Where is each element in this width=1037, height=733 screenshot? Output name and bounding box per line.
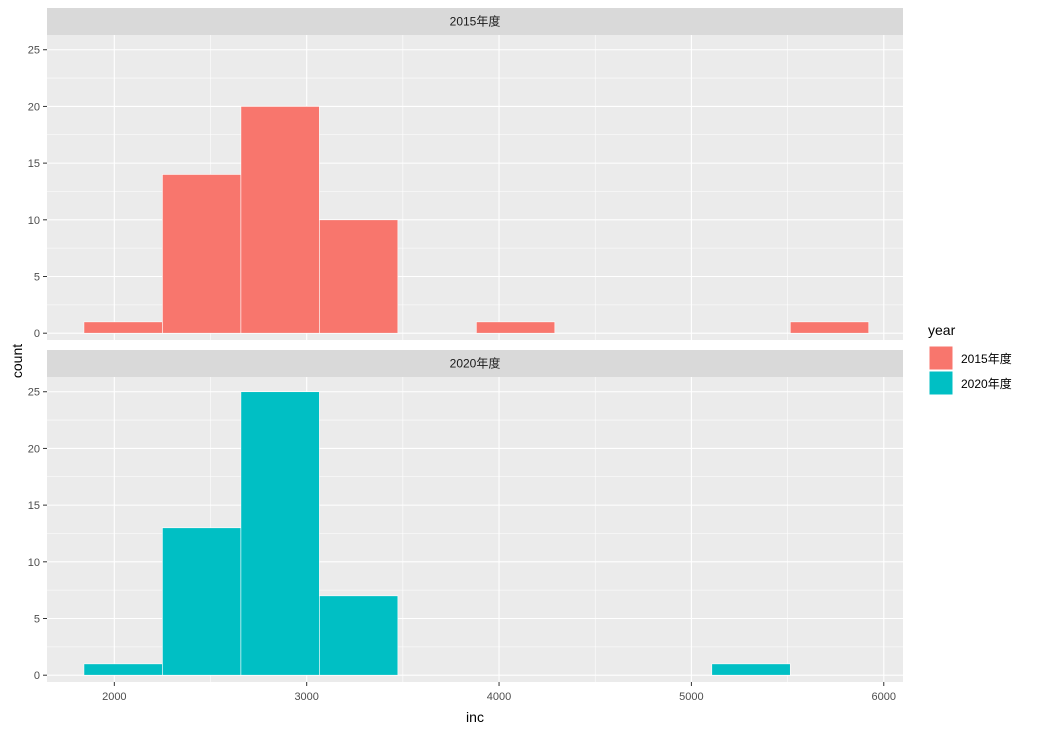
histogram-bar (83, 321, 163, 334)
x-tick-label: 3000 (294, 691, 318, 703)
histogram-bar (319, 595, 399, 676)
x-tick-label: 2000 (102, 691, 126, 703)
facet-strip-label: 2015年度 (450, 14, 501, 29)
facet-panel-2: 2020年度 0 5 10 15 20 25 (28, 350, 903, 682)
facet-panel-1: 2015年度 0 5 10 15 20 25 (28, 8, 903, 340)
histogram-bar (789, 321, 870, 334)
x-axis: 2000 3000 4000 5000 6000 (102, 682, 896, 703)
y-tick-label: 25 (28, 45, 40, 57)
y-tick-label: 10 (28, 215, 40, 227)
facet-strip (47, 350, 903, 377)
y-tick-label: 20 (28, 443, 40, 455)
legend-key-2015 (928, 345, 954, 371)
y-tick-label: 5 (34, 614, 40, 626)
legend: year 2015年度 2020年度 (928, 322, 1012, 396)
histogram-bar (162, 527, 242, 676)
x-tick-label: 5000 (679, 691, 703, 703)
y-tick-label: 10 (28, 557, 40, 569)
legend-key-2020 (928, 370, 954, 396)
histogram-bar (162, 174, 242, 334)
histogram-bar (240, 106, 320, 334)
y-tick-label: 0 (34, 670, 40, 682)
histogram-bar (319, 219, 399, 334)
y-tick-label: 15 (28, 158, 40, 170)
histogram-bar (476, 321, 556, 334)
histogram-bar (711, 663, 791, 676)
facet-panels: 2015年度 0 5 10 15 20 25 2020年度 0 5 10 15 20 25 (28, 8, 903, 682)
legend-label-2015: 2015年度 (961, 351, 1012, 366)
y-tick-label: 20 (28, 101, 40, 113)
y-axis-title: count (9, 344, 25, 378)
facet-strip-label: 2020年度 (450, 356, 501, 371)
x-tick-label: 6000 (872, 691, 896, 703)
legend-label-2020: 2020年度 (961, 376, 1012, 391)
x-axis-title: inc (466, 709, 484, 725)
x-tick-label: 4000 (487, 691, 511, 703)
y-tick-label: 0 (34, 328, 40, 340)
legend-title: year (928, 322, 956, 338)
y-tick-label: 5 (34, 272, 40, 284)
histogram-bar (240, 391, 320, 676)
y-tick-label: 25 (28, 387, 40, 399)
y-tick-label: 15 (28, 500, 40, 512)
facet-strip (47, 8, 903, 35)
histogram-bar (83, 663, 163, 676)
